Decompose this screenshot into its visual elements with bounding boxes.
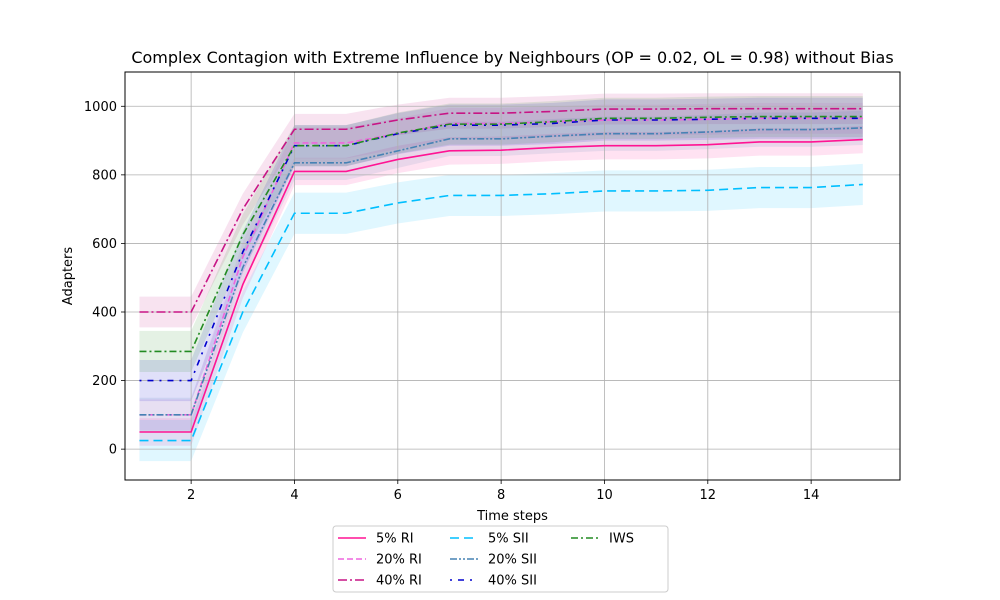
x-axis-label: Time steps xyxy=(476,509,548,524)
grid xyxy=(125,72,900,480)
x-tick-label-1: 4 xyxy=(290,488,298,503)
y-tick-label-0: 0 xyxy=(109,443,117,458)
band-4 xyxy=(139,110,863,432)
x-axis-ticks: 2 4 6 8 10 12 14 xyxy=(187,480,819,503)
legend-label-3: 5% SII xyxy=(488,532,529,547)
y-axis-label: Adapters xyxy=(61,247,76,306)
y-tick-label-5: 1000 xyxy=(84,100,117,115)
legend: 5% RI 20% RI 40% RI 5% SII 20% SII 40% SII IWS xyxy=(332,525,669,593)
chart-title: Complex Contagion with Extreme Influence… xyxy=(131,48,893,67)
y-axis-ticks: 0 200 400 600 800 1000 xyxy=(84,100,125,458)
legend-label-6: IWS xyxy=(609,532,634,547)
x-tick-label-4: 10 xyxy=(596,488,613,503)
series-lines xyxy=(139,107,863,442)
x-tick-label-6: 14 xyxy=(803,488,820,503)
legend-label-1: 20% RI xyxy=(376,553,422,568)
y-tick-label-2: 400 xyxy=(92,306,117,321)
series-line-3 xyxy=(139,183,863,442)
band-5 xyxy=(139,97,863,402)
band-6 xyxy=(139,96,863,372)
plot-frame xyxy=(124,71,901,481)
series-line-4 xyxy=(139,127,863,416)
y-tick-label-3: 600 xyxy=(92,237,117,252)
legend-label-5: 40% SII xyxy=(488,574,537,589)
x-tick-label-3: 8 xyxy=(497,488,505,503)
series-line-0 xyxy=(139,138,863,433)
x-tick-label-2: 6 xyxy=(394,488,402,503)
series-line-5 xyxy=(139,117,863,382)
legend-box xyxy=(332,525,669,593)
legend-label-2: 40% RI xyxy=(376,574,422,589)
legend-label-4: 20% SII xyxy=(488,553,537,568)
series-line-6 xyxy=(139,115,863,353)
legend-label-0: 5% RI xyxy=(376,532,414,547)
x-tick-label-5: 12 xyxy=(700,488,717,503)
y-tick-label-4: 800 xyxy=(92,168,117,183)
y-tick-label-1: 200 xyxy=(92,374,117,389)
x-tick-label-0: 2 xyxy=(187,488,195,503)
band-3 xyxy=(139,163,863,462)
